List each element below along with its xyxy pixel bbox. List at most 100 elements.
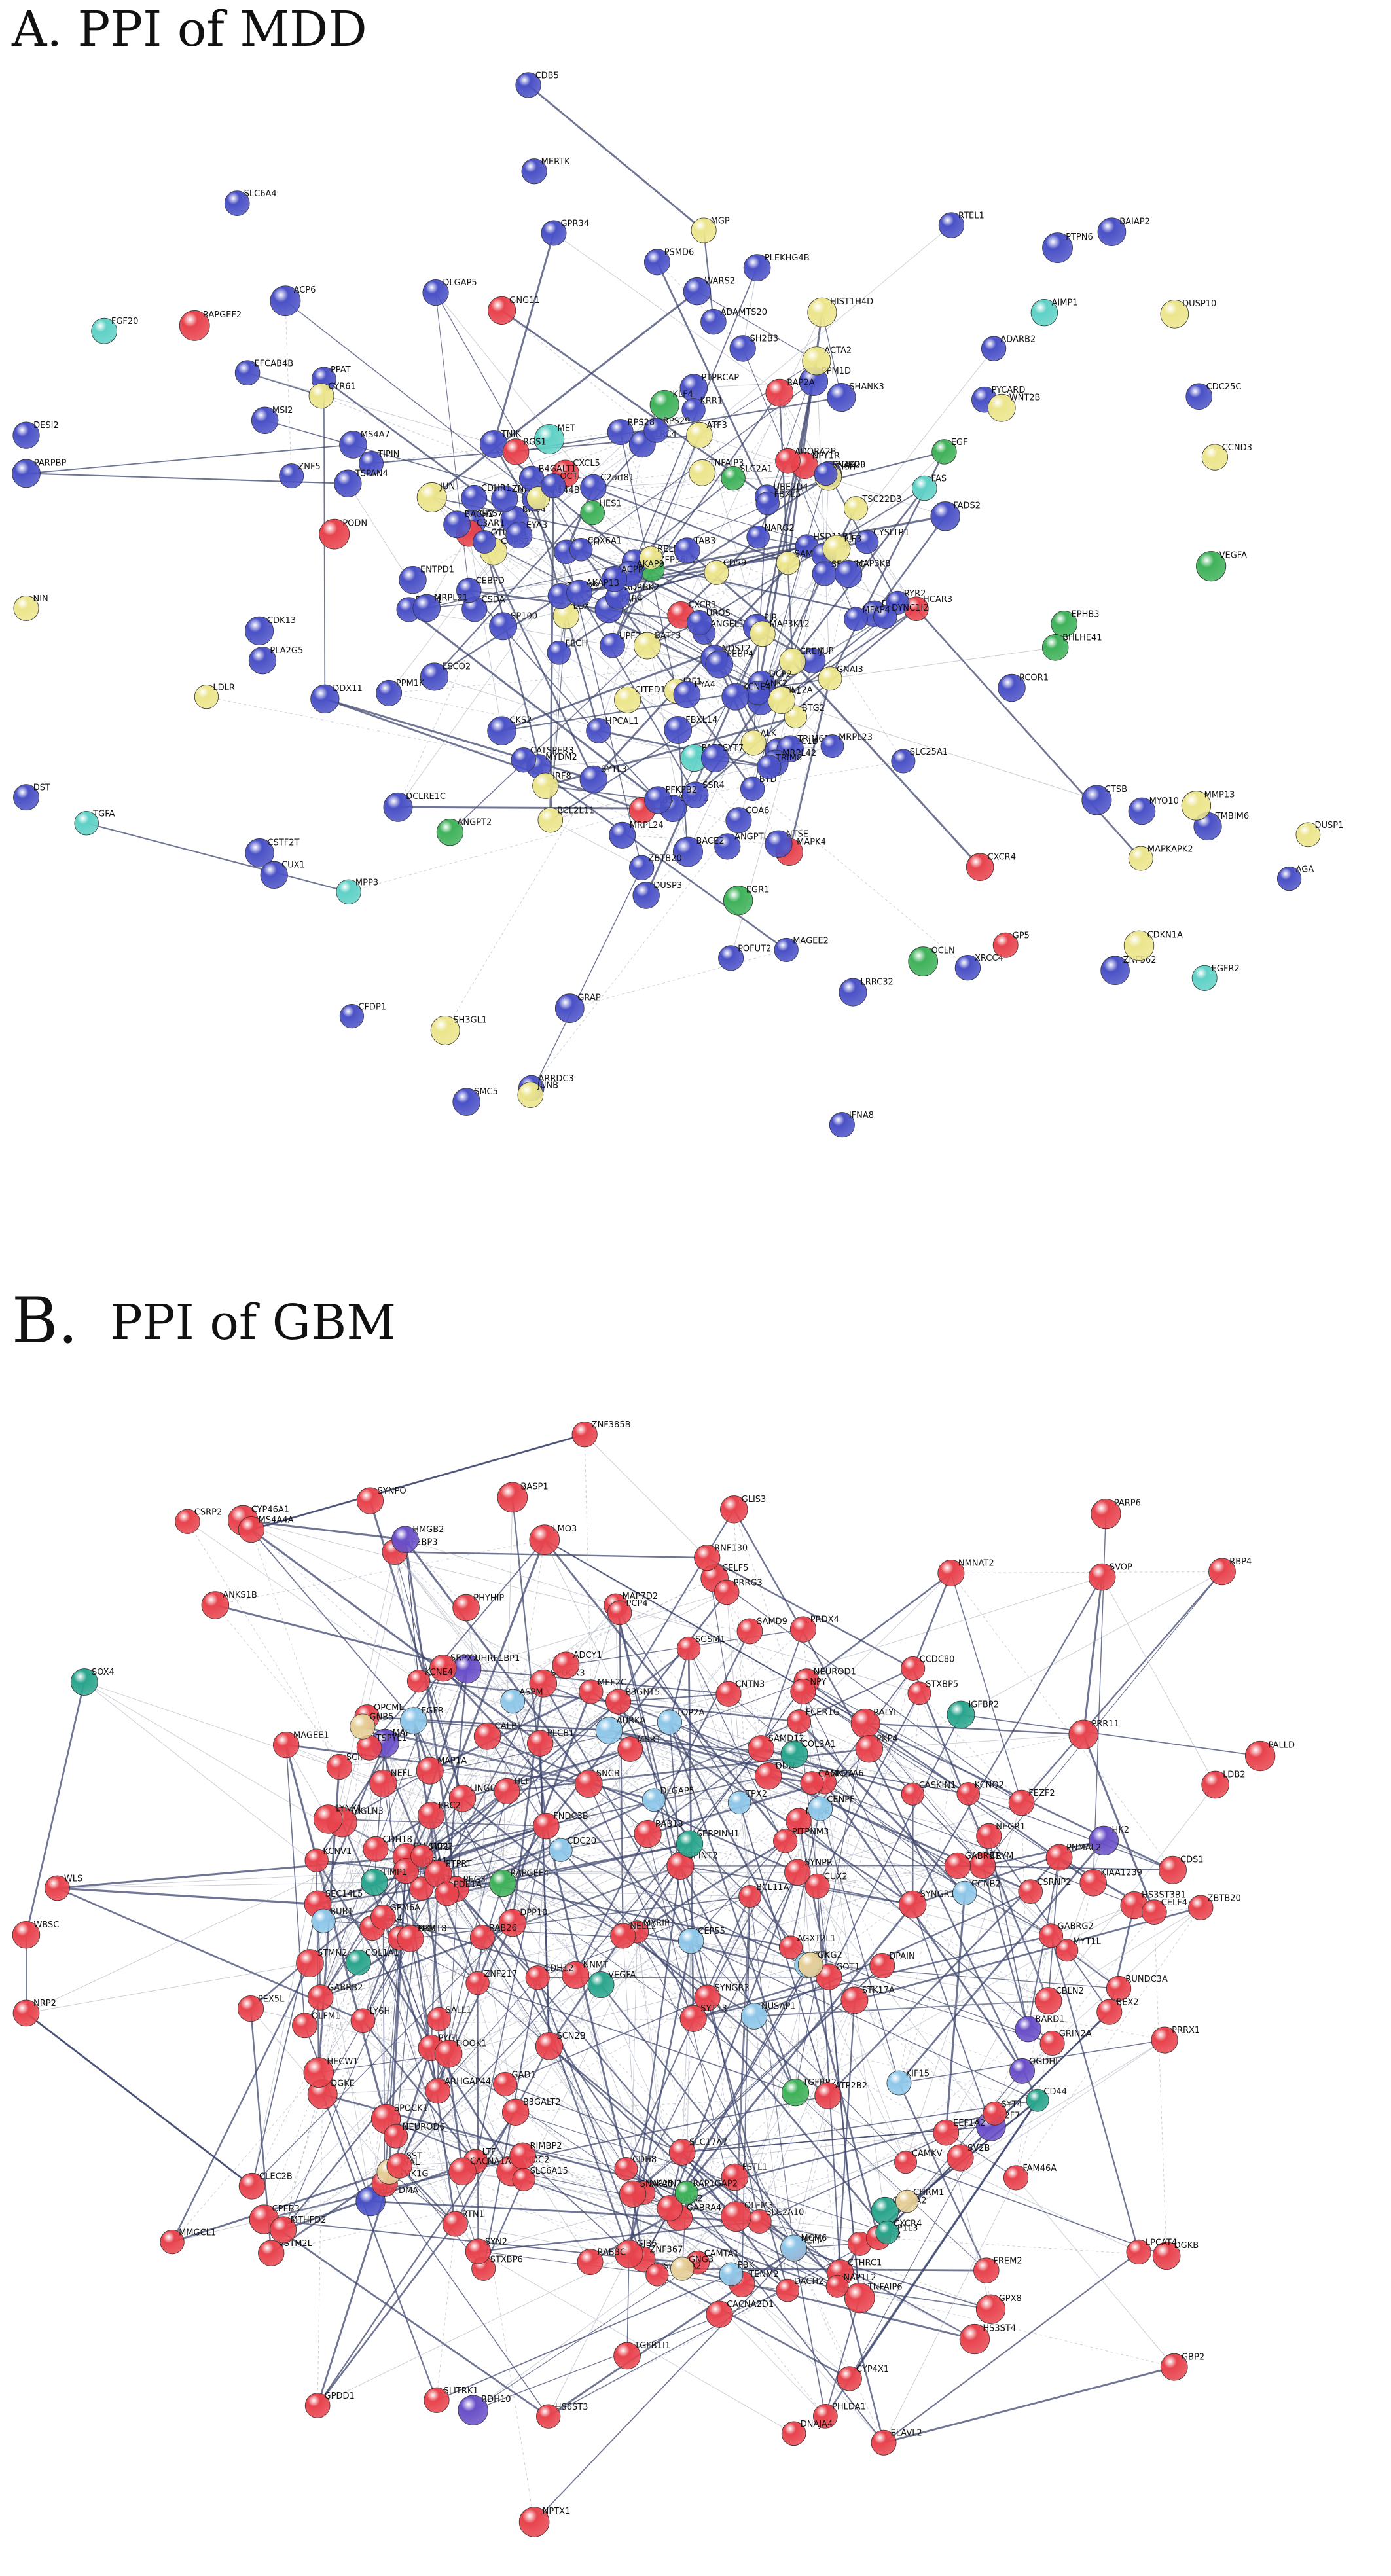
protein-node-circle: [617, 1736, 643, 1762]
protein-node-circle: [643, 249, 670, 276]
interaction-edge: [590, 1691, 798, 1873]
protein-node-label: SLC6A4: [244, 189, 277, 199]
interaction-edge: [854, 1999, 995, 2114]
protein-node-label: NEUROD6: [403, 2122, 445, 2132]
protein-node-circle: [757, 755, 782, 779]
interaction-edge: [695, 660, 793, 796]
protein-node: GPR34: [541, 219, 589, 246]
protein-node-circle: [721, 465, 746, 491]
protein-node-circle: [1041, 634, 1069, 661]
interaction-edge: [883, 2177, 1017, 2443]
interaction-edge: [785, 1840, 1049, 2001]
protein-node: CUX2: [804, 1872, 848, 1899]
protein-node: DCLRE1C: [383, 792, 446, 822]
protein-node-label: MAGEE2: [793, 936, 829, 946]
interaction-edge: [560, 1629, 804, 1851]
interaction-edge: [837, 2285, 1174, 2368]
protein-node-label: ILF3: [844, 534, 862, 544]
protein-node-label: GNB5: [369, 1713, 393, 1723]
protein-node: NELL2: [610, 1922, 657, 1949]
protein-node: FAM46A: [1003, 2164, 1057, 2191]
protein-node: TAB3: [674, 536, 715, 564]
protein-node-circle: [947, 1700, 975, 1729]
protein-node-circle: [497, 1482, 528, 1513]
protein-node-circle: [721, 683, 750, 711]
interaction-edge: [598, 730, 770, 768]
interaction-edge: [798, 1721, 966, 1894]
protein-node-circle: [1106, 1975, 1132, 2001]
protein-node-label: TPX2: [745, 1789, 767, 1799]
protein-node: OCLN: [908, 946, 955, 976]
interaction-edge: [506, 1683, 544, 1792]
interaction-edge: [735, 2092, 796, 2217]
protein-node-circle: [683, 277, 712, 306]
protein-node: BUB1: [311, 1907, 353, 1933]
protein-node-label: CALB1: [495, 1722, 522, 1732]
protein-node: XRCC4: [954, 954, 1003, 981]
protein-node-circle: [237, 1995, 264, 2022]
protein-node-circle: [487, 716, 516, 745]
protein-node: SGSM1: [676, 1635, 725, 1661]
protein-node-circle: [901, 1656, 926, 1681]
protein-node: ACTA2: [802, 346, 852, 376]
protein-node-circle: [493, 2071, 518, 2096]
protein-node: ADCY1: [552, 1651, 602, 1679]
protein-node: ACPP: [601, 565, 643, 592]
interaction-edge: [781, 700, 1097, 800]
interaction-edge: [960, 1571, 1223, 1715]
protein-node-circle: [452, 1088, 480, 1116]
protein-node-circle: [494, 1778, 520, 1804]
protein-node-label: NEGR1: [996, 1822, 1025, 1832]
protein-node-circle: [664, 716, 693, 744]
interaction-edge: [617, 1509, 735, 1702]
protein-node-label: CSRP2: [194, 1507, 222, 1517]
protein-node-circle: [416, 1757, 444, 1785]
interaction-edge: [362, 2020, 477, 2162]
interaction-edge: [26, 444, 353, 474]
interaction-edge: [767, 451, 945, 497]
protein-node-label: TIMP1: [381, 1868, 407, 1878]
interaction-edge: [304, 2025, 371, 2202]
protein-node-circle: [334, 469, 362, 497]
interaction-edge: [760, 474, 827, 702]
interaction-edge: [367, 1716, 740, 1803]
protein-node: CYP4X1: [837, 2365, 889, 2391]
protein-node-label: OCLN: [931, 946, 954, 956]
interaction-edge: [338, 1766, 503, 1884]
interaction-edge: [742, 2283, 884, 2443]
protein-node: CDHR1: [461, 484, 511, 511]
protein-node-label: CXCL5: [573, 459, 600, 469]
protein-node: CELF4: [1141, 1898, 1187, 1925]
protein-node-circle: [738, 1885, 762, 1908]
protein-node-label: JUP: [819, 647, 833, 656]
protein-node-circle: [797, 1952, 823, 1978]
protein-node-label: PRRG3: [734, 1579, 763, 1588]
interaction-edge: [511, 1683, 545, 1923]
protein-node: POFUT2: [718, 944, 771, 971]
interaction-edge: [753, 1891, 1031, 2017]
interaction-edge: [584, 1434, 592, 1692]
protein-node: GABRG2: [1039, 1922, 1094, 1948]
protein-node-circle: [736, 1618, 763, 1645]
interaction-edge: [753, 2016, 879, 2238]
protein-node: PPM1K: [376, 679, 425, 706]
protein-node: DST: [13, 783, 50, 811]
protein-node-label: RALYL: [873, 1708, 899, 1718]
interaction-edge: [798, 1668, 914, 1821]
protein-node-circle: [668, 2139, 696, 2166]
interaction-edge: [448, 1798, 463, 2054]
protein-node: KLF4: [649, 389, 693, 420]
protein-node-circle: [754, 1762, 782, 1790]
interaction-edge: [543, 1539, 786, 1842]
protein-node-label: OLFM3: [744, 2201, 773, 2211]
protein-node-label: ZNF385B: [592, 1420, 631, 1430]
protein-node: EYA4: [673, 680, 715, 709]
protein-node: DDN: [754, 1762, 795, 1790]
protein-node-circle: [535, 2032, 564, 2060]
protein-node: DPAIN: [869, 1952, 915, 1978]
interaction-edge: [251, 1529, 375, 1883]
protein-node-circle: [400, 1707, 427, 1734]
protein-node: PTPRT: [424, 1859, 472, 1888]
protein-node: CDH18: [363, 1835, 412, 1862]
protein-node-circle: [521, 158, 547, 185]
